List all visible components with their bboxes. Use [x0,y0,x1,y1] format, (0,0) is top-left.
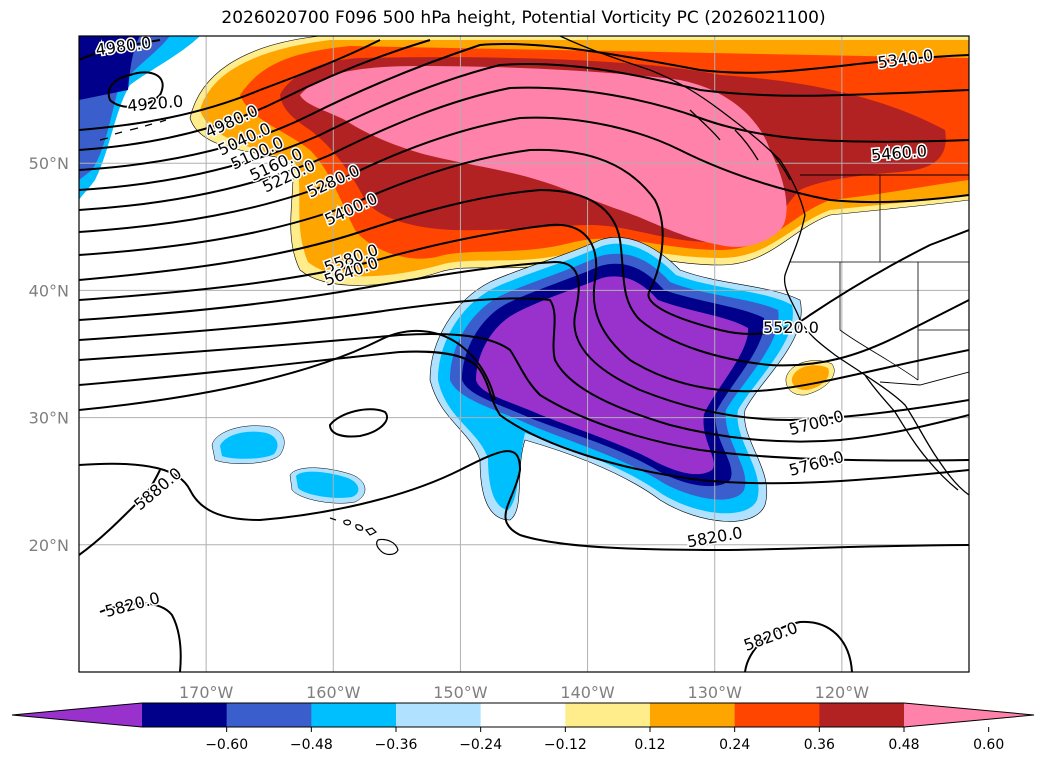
height-contour [79,39,161,61]
pv-patch-west2-core [296,471,359,498]
height-contour [79,260,969,422]
axis-ticks: 170°W 160°W 150°W 140°W 130°W 120°W 20°N 30°N 40… [29,154,870,702]
lon-tick-label: 150°W [433,683,488,702]
contour-label: 5520.0 [763,318,819,337]
height-contour [79,329,496,411]
coastline-aleutians [99,119,167,141]
height-contour [79,469,161,556]
colorbar-tick-label: 0.12 [634,737,665,753]
colorbar-tick-label: −0.36 [375,737,418,753]
colorbar-extend-min [12,703,142,727]
coastline-us-west [783,214,969,496]
pv-patch-baja-core [791,365,829,390]
height-contour [79,223,969,393]
height-contour [79,148,969,336]
hawaii-islands [329,517,399,556]
lon-tick-label: 170°W [179,683,234,702]
pv-small-patches [79,36,835,504]
border-states [790,175,969,381]
colorbar-segment [565,703,651,727]
lon-tick-label: 160°W [306,683,361,702]
colorbar-tick-label: −0.60 [205,737,248,753]
map-title: 2026020700 F096 500 hPa height, Potentia… [221,8,826,28]
colorbar-tick-label: 0.24 [719,737,750,753]
lat-tick-label: 30°N [29,409,69,428]
colorbar-segment [142,703,228,727]
height-contour [107,71,164,108]
height-contour [79,297,969,443]
colorbar: −0.60 −0.48 −0.36 −0.24 −0.12 0.12 0.24 0.36 0.4… [11,702,1035,753]
height-contour [79,188,969,367]
colorbar-outline [11,702,1035,728]
lon-tick-label: 120°W [815,683,870,702]
colorbar-extend-max [904,703,1034,727]
height-contour [79,39,381,131]
pv-positive-band [189,36,969,286]
height-contour [328,408,388,438]
lat-tick-label: 20°N [29,536,69,555]
colorbar-segment [819,703,905,727]
border-us-mexico [879,371,969,386]
island [376,538,399,556]
colorbar-segment [480,703,566,727]
height-contour [79,63,969,191]
colorbar-tick-label: −0.48 [290,737,333,753]
colorbar-segment [734,703,820,727]
colorbar-segment [650,703,736,727]
height-contour [79,332,969,462]
colorbar-tick-label: 0.48 [888,737,919,753]
height-contour [79,116,969,233]
height-contour [79,43,969,171]
lat-tick-label: 40°N [29,281,69,300]
lon-tick-label: 140°W [560,683,615,702]
coastlines [99,36,969,496]
lat-tick-label: 50°N [29,154,69,173]
pv-patch-west1-core [220,431,278,459]
height-contour [744,620,853,672]
height-contour [99,602,182,672]
map-frame [78,35,970,673]
height-contour [79,350,969,485]
height-contour [79,450,969,552]
colorbar-tick-label: −0.24 [459,737,502,753]
island [364,527,378,536]
island [343,519,352,526]
height-contours [79,39,969,672]
colorbar-segment [396,703,482,727]
colorbar-tick-label: 0.36 [804,737,835,753]
island [355,524,364,531]
colorbar-tick-label: 0.60 [973,737,1004,753]
lon-tick-label: 130°W [688,683,743,702]
pv-band-0.60 [300,66,787,247]
coastline-bc-islands [689,109,791,181]
colorbar-tick-label: −0.12 [544,737,587,753]
colorbar-segment [311,703,397,727]
pv-patch-nw-dark [79,36,140,100]
coastline-alaska-panhandle [559,36,806,216]
island [329,517,337,521]
colorbar-segment [226,703,312,727]
height-contour [79,39,431,151]
coastline-baja [864,374,959,491]
height-contour [79,86,969,211]
